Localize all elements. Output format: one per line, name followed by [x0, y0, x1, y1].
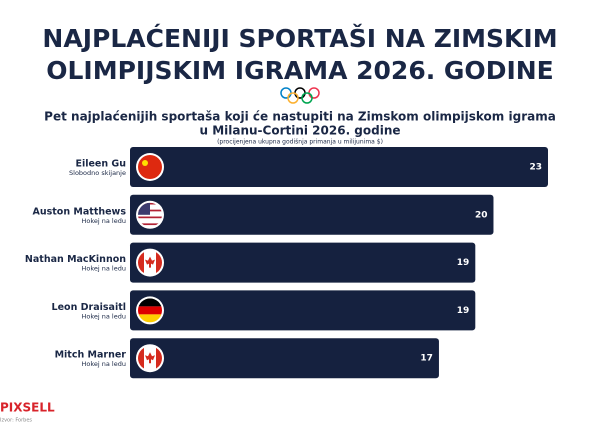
- category-note: Hokej na ledu: [82, 217, 127, 225]
- flag-part: [142, 160, 148, 166]
- flag-part: [156, 346, 162, 371]
- flag: [138, 202, 162, 226]
- category-note: Hokej na ledu: [82, 360, 127, 368]
- flag: [138, 298, 162, 323]
- bar: [130, 290, 476, 331]
- value-label: 19: [457, 306, 470, 316]
- category-label: Eileen Gu: [75, 159, 126, 170]
- flag-part: [145, 352, 155, 364]
- olympic-rings: [280, 87, 320, 104]
- category-note: Slobodno skijanje: [69, 169, 126, 177]
- value-label: 20: [475, 210, 488, 220]
- chart-title: OLIMPIJSKIM IGRAMA 2026. GODINE: [46, 56, 554, 85]
- source: Izvor: Forbes: [0, 418, 32, 424]
- category-label: Auston Matthews: [33, 206, 127, 217]
- bar: [130, 242, 476, 283]
- flag-part: [138, 314, 162, 323]
- flag-part: [138, 306, 162, 315]
- category-note: Hokej na ledu: [82, 265, 127, 273]
- category-label: Leon Draisaitl: [52, 302, 126, 313]
- flag-part: [138, 298, 162, 307]
- value-label: 17: [420, 354, 433, 364]
- flag-part: [138, 219, 162, 222]
- bar: [130, 194, 494, 235]
- flag-part: [138, 223, 162, 226]
- flag-part: [138, 250, 144, 275]
- subtitle: Pet najplaćenijih sportaša koji će nastu…: [44, 110, 556, 124]
- category-note: Hokej na ledu: [82, 312, 127, 320]
- note: (procijenjena ukupna godišnja primanja u…: [217, 139, 383, 146]
- category-label: Mitch Marner: [55, 350, 127, 361]
- value-label: 23: [529, 163, 542, 173]
- flag: [138, 250, 162, 275]
- subtitle: u Milanu-Cortini 2026. godine: [199, 124, 400, 138]
- chart-title: NAJPLAĆENIJI SPORTAŠI NA ZIMSKIM: [42, 23, 557, 53]
- bar: [130, 147, 548, 187]
- brand: PIXSELL: [0, 401, 55, 415]
- flag-part: [138, 216, 162, 219]
- flag-part: [145, 256, 155, 268]
- flag-part: [156, 250, 162, 275]
- flag-part: [138, 346, 144, 371]
- value-label: 19: [457, 258, 470, 268]
- flag: [138, 346, 162, 371]
- flag: [138, 155, 162, 179]
- flag-part: [138, 155, 162, 179]
- bar: [130, 338, 439, 379]
- category-label: Nathan MacKinnon: [25, 254, 126, 265]
